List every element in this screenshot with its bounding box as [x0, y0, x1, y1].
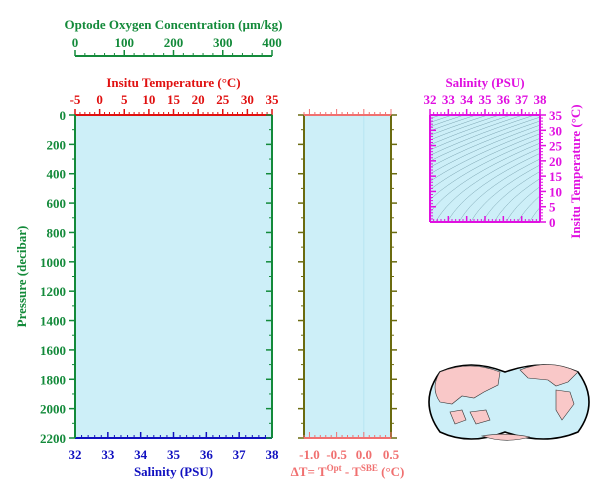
- salinity-axis-tick-label: 35: [167, 447, 181, 462]
- ts-salinity-axis-tick-label: 36: [497, 92, 511, 107]
- salinity-axis-tick-label: 37: [233, 447, 247, 462]
- ts-salinity-axis-tick-label: 34: [460, 92, 474, 107]
- density-contour-line: [458, 158, 540, 222]
- pressure-tick-label: 1600: [40, 343, 66, 358]
- pressure-tick-label: 2200: [40, 431, 66, 446]
- ts-temperature-tick-label: 0: [549, 215, 556, 230]
- temperature-axis-tick-label: 35: [266, 92, 280, 107]
- temperature-axis-tick-label: 30: [241, 92, 254, 107]
- ts-temperature-tick-label: 35: [549, 108, 563, 123]
- temperature-axis-tick-label: 0: [96, 92, 103, 107]
- ts-salinity-axis-tick-label: 37: [515, 92, 529, 107]
- pressure-tick-label: 2000: [40, 402, 66, 417]
- delta-t-title-part: - T: [342, 464, 362, 479]
- pressure-tick-label: 1800: [40, 372, 66, 387]
- density-contour-line: [470, 164, 540, 222]
- ts-salinity-axis-tick-label: 33: [442, 92, 456, 107]
- ts-temperature-tick-label: 20: [549, 154, 562, 169]
- pressure-tick-label: 400: [47, 167, 67, 182]
- temperature-axis-tick-label: 25: [216, 92, 230, 107]
- profile-plot-area: [75, 115, 272, 438]
- delta-t-title-part: Opt: [327, 463, 342, 473]
- map-landmass: [519, 364, 579, 387]
- pressure-tick-label: 600: [47, 196, 67, 211]
- salinity-axis-tick-label: 34: [134, 447, 148, 462]
- map-landmass: [555, 389, 575, 421]
- delta-t-title-part: SBE: [361, 463, 378, 473]
- temperature-axis-tick-label: 20: [192, 92, 205, 107]
- oxygen-axis-tick-label: 400: [262, 35, 282, 50]
- temperature-axis-title: Insitu Temperature (°C): [106, 75, 240, 90]
- pressure-tick-label: 1200: [40, 284, 66, 299]
- density-contour-line: [447, 153, 540, 222]
- temperature-axis-tick-label: 10: [142, 92, 155, 107]
- salinity-axis-tick-label: 32: [69, 447, 82, 462]
- map-landmass: [469, 409, 491, 425]
- density-contour-line: [430, 138, 540, 201]
- temperature-axis-tick-label: -5: [70, 92, 81, 107]
- ts-salinity-axis-title: Salinity (PSU): [445, 75, 524, 90]
- delta-t-tick-label: 0.0: [356, 447, 372, 462]
- oxygen-axis-tick-label: 300: [213, 35, 233, 50]
- pressure-tick-label: 1000: [40, 255, 66, 270]
- map-landmass: [434, 365, 501, 405]
- salinity-axis-title: Salinity (PSU): [134, 464, 213, 479]
- density-contour-line: [430, 133, 540, 191]
- density-contour-line: [430, 120, 540, 168]
- pressure-tick-label: 800: [47, 225, 67, 240]
- ts-temperature-tick-label: 5: [549, 200, 556, 215]
- map-landmass: [449, 409, 467, 425]
- density-contour-line: [430, 115, 536, 156]
- density-contour-line: [430, 116, 540, 162]
- ts-temperature-tick-label: 15: [549, 169, 563, 184]
- salinity-axis-tick-label: 36: [200, 447, 214, 462]
- temperature-axis-tick-label: 15: [167, 92, 181, 107]
- density-contour-line: [517, 195, 540, 222]
- ts-salinity-axis-tick-label: 38: [534, 92, 548, 107]
- ts-salinity-axis-tick-label: 32: [424, 92, 437, 107]
- ts-salinity-axis-tick-label: 35: [479, 92, 493, 107]
- ts-temperature-axis-title: Insitu Temperature (°C): [568, 104, 583, 238]
- delta-t-plot-area: [304, 115, 391, 438]
- pressure-tick-label: 1400: [40, 314, 66, 329]
- density-contour-line: [430, 115, 512, 146]
- delta-t-title-part: ΔT= T: [291, 464, 327, 479]
- salinity-axis-tick-label: 33: [101, 447, 115, 462]
- world-map: [428, 364, 590, 441]
- oxygen-axis-tick-label: 100: [115, 35, 135, 50]
- pressure-tick-label: 0: [60, 108, 67, 123]
- map-landmass: [480, 433, 531, 441]
- ts-temperature-tick-label: 10: [549, 184, 562, 199]
- delta-t-title-part: (°C): [378, 464, 405, 479]
- delta-t-tick-label: 0.5: [383, 447, 400, 462]
- density-contour-line: [505, 186, 540, 222]
- pressure-axis-title: Pressure (decibar): [14, 226, 29, 328]
- density-contour-line: [430, 115, 501, 141]
- oxygen-axis-tick-label: 0: [72, 35, 79, 50]
- delta-t-tick-label: -1.0: [299, 447, 320, 462]
- ts-temperature-tick-label: 30: [549, 123, 562, 138]
- density-contour-line: [482, 171, 540, 222]
- density-contour-line: [430, 124, 540, 175]
- delta-t-axis-title: ΔT= TOpt - TSBE (°C): [291, 463, 405, 479]
- density-contours: [430, 115, 540, 222]
- density-contour-line: [430, 115, 489, 136]
- density-contour-line: [494, 178, 540, 222]
- delta-t-tick-label: -0.5: [326, 447, 347, 462]
- ts-temperature-tick-label: 25: [549, 139, 563, 154]
- density-contour-line: [430, 115, 524, 151]
- oxygen-axis-title: Optode Oxygen Concentration (µm/kg): [64, 17, 282, 32]
- temperature-axis-tick-label: 5: [121, 92, 128, 107]
- salinity-axis-tick-label: 38: [266, 447, 280, 462]
- density-contour-line: [435, 147, 540, 222]
- density-contour-line: [430, 129, 540, 182]
- oxygen-axis-tick-label: 200: [164, 35, 184, 50]
- pressure-tick-label: 200: [47, 137, 67, 152]
